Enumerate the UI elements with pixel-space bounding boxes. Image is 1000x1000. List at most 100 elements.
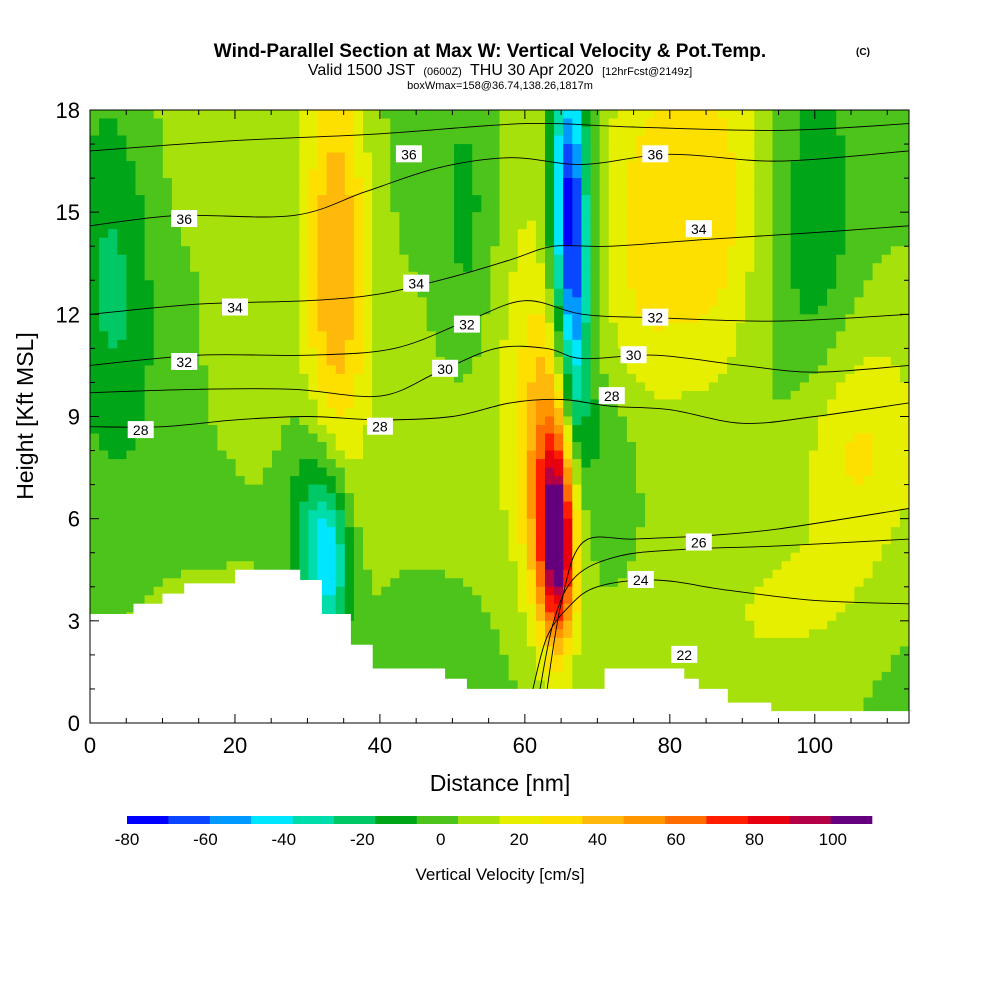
velocity-cell [626,373,637,384]
velocity-cell [672,144,683,154]
velocity-cell [881,110,892,120]
velocity-cell [244,186,255,196]
velocity-cell [399,314,410,324]
velocity-cell [435,271,446,281]
velocity-cell [636,288,646,298]
velocity-cell [108,110,118,120]
velocity-cell [754,178,764,188]
velocity-cell [326,161,337,171]
velocity-cell [162,127,173,137]
velocity-cell [444,280,455,290]
velocity-cell [235,263,246,273]
velocity-cell [372,442,382,452]
velocity-cell [754,322,764,332]
velocity-cell [226,450,237,460]
velocity-cell [854,212,865,222]
velocity-cell [681,297,692,307]
velocity-cell [808,510,819,520]
velocity-cell [481,178,491,188]
velocity-cell [845,484,855,494]
velocity-cell [399,476,410,486]
velocity-cell [299,433,309,443]
velocity-cell [626,467,637,477]
velocity-cell [126,195,137,205]
velocity-cell [290,339,300,349]
velocity-cell [599,246,610,256]
velocity-cell [681,288,692,298]
velocity-cell [554,365,564,375]
velocity-cell [390,297,400,307]
velocity-cell [745,178,755,188]
velocity-cell [308,459,319,469]
velocity-cell [171,237,182,247]
velocity-cell [262,229,273,239]
velocity-cell [335,254,346,264]
velocity-cell [663,433,673,443]
velocity-cell [708,510,719,520]
velocity-cell [454,365,464,375]
velocity-cell [608,305,619,315]
velocity-cell [854,195,865,205]
velocity-cell [845,442,855,452]
velocity-cell [590,356,601,367]
velocity-cell [426,118,437,128]
velocity-cell [636,382,646,392]
velocity-cell [708,382,719,392]
velocity-cell [645,297,655,307]
velocity-cell [736,535,746,545]
velocity-cell [508,501,519,511]
velocity-cell [344,297,355,307]
velocity-cell [317,254,328,264]
velocity-cell [290,271,300,281]
velocity-cell [872,476,883,486]
velocity-cell [117,220,127,230]
velocity-cell [272,322,282,332]
velocity-cell [754,195,764,205]
velocity-cell [554,254,564,264]
velocity-cell [344,373,355,384]
velocity-cell [390,195,400,205]
velocity-cell [253,399,264,409]
velocity-cell [563,365,573,375]
velocity-cell [226,382,237,392]
velocity-cell [481,297,491,307]
velocity-cell [654,288,664,298]
velocity-cell [827,493,837,503]
velocity-cell [444,212,455,222]
velocity-cell [617,135,628,145]
velocity-cell [399,161,410,171]
velocity-cell [645,203,655,213]
velocity-cell [508,135,519,145]
velocity-cell [326,110,337,120]
velocity-cell [317,135,328,145]
velocity-cell [772,467,783,477]
velocity-cell [754,297,764,307]
velocity-cell [372,178,382,188]
velocity-cell [417,425,428,435]
velocity-cell [863,203,874,213]
velocity-cell [326,331,337,341]
velocity-cell [372,476,382,486]
velocity-cell [854,178,865,188]
velocity-cell [854,203,865,213]
velocity-cell [162,416,173,426]
velocity-cell [499,322,510,332]
velocity-cell [399,288,410,298]
velocity-cell [508,365,519,375]
velocity-cell [162,254,173,264]
velocity-cell [190,297,200,307]
velocity-cell [599,510,610,520]
velocity-cell [626,518,637,528]
velocity-cell [481,246,491,256]
velocity-cell [517,152,528,162]
velocity-cell [199,356,209,367]
velocity-cell [526,314,537,324]
velocity-cell [599,263,610,273]
velocity-cell [299,365,309,375]
velocity-cell [535,178,546,188]
velocity-cell [508,280,519,290]
velocity-cell [308,237,319,247]
velocity-cell [808,416,819,426]
velocity-cell [99,322,109,332]
velocity-cell [171,271,182,281]
